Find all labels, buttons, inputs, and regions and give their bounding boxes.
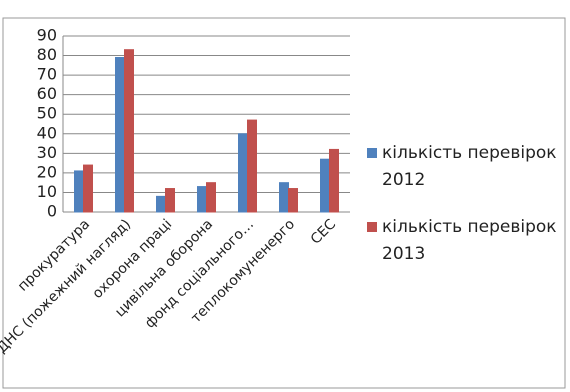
y-tick-label: 10 [37, 182, 57, 201]
y-tick-label: 90 [37, 26, 57, 45]
bar [288, 188, 298, 213]
bar [206, 182, 216, 213]
bar [124, 49, 134, 213]
bar [247, 119, 257, 213]
y-tick-label: 80 [37, 45, 57, 64]
bar [238, 133, 248, 213]
legend-label: кількість перевірок 2013 [382, 217, 557, 264]
legend-marker [367, 148, 377, 158]
bar [320, 158, 330, 213]
bar [279, 182, 289, 213]
y-tick-label: 30 [37, 143, 57, 162]
y-tick-label: 70 [37, 65, 57, 84]
legend-marker [367, 222, 377, 232]
bar [165, 188, 175, 213]
y-tick-label: 20 [37, 162, 57, 181]
y-tick-label: 0 [47, 202, 57, 221]
bar [329, 148, 339, 213]
bar [156, 195, 166, 213]
y-tick-label: 60 [37, 84, 57, 103]
legend-label: кількість перевірок 2012 [382, 143, 557, 190]
bar [74, 170, 84, 213]
bar [83, 164, 93, 213]
y-tick-label: 40 [37, 123, 57, 142]
bar [115, 57, 125, 213]
y-tick-label: 50 [37, 104, 57, 123]
bar [197, 186, 207, 213]
